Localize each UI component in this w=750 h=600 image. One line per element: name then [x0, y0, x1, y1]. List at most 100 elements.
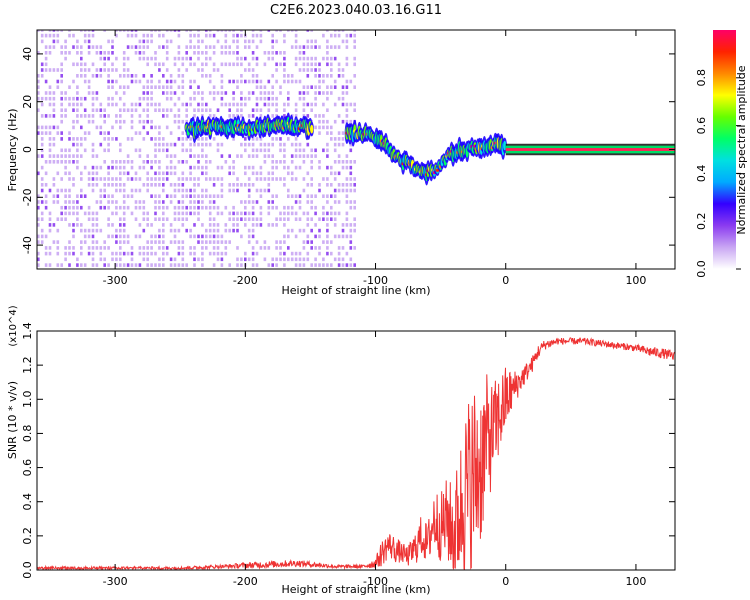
spectrogram-cell	[52, 114, 56, 118]
spectrogram-cell	[240, 62, 243, 67]
spectrogram-cell	[126, 74, 130, 78]
spectrogram-cell	[99, 125, 103, 130]
spectrogram-cell	[138, 114, 142, 118]
y-tick-label: -20	[21, 188, 34, 206]
spectrogram-cell	[107, 114, 110, 118]
spectrogram-cell	[283, 51, 286, 55]
spectrogram-cell	[251, 30, 255, 32]
spectrogram-cell	[158, 200, 161, 204]
spectrogram-cell	[142, 56, 146, 61]
spectrogram-cell	[173, 217, 177, 221]
spectrogram-cell	[263, 154, 267, 158]
spectrogram-cell	[326, 96, 329, 101]
spectrogram-cell	[68, 30, 71, 32]
spectrogram-cell	[107, 131, 110, 135]
spectrogram-cell	[283, 223, 286, 227]
spectrogram-cell	[275, 68, 278, 72]
spectrogram-cell	[154, 137, 157, 141]
spectrogram-cell	[271, 45, 274, 49]
spectrogram-cell	[83, 240, 87, 244]
spectrogram-cell	[197, 165, 200, 170]
spectrogram-cell	[115, 68, 118, 72]
spectrogram-cell	[130, 160, 134, 164]
spectrogram-cell	[177, 108, 181, 112]
spectrogram-cell	[294, 263, 298, 267]
spectrogram-cell	[158, 148, 161, 153]
spectrogram-cell	[255, 217, 259, 221]
spectrogram-cell	[197, 240, 200, 244]
spectrogram-cell	[173, 154, 177, 158]
spectrogram-cell	[52, 30, 56, 32]
spectrogram-cell	[267, 142, 271, 147]
spectrogram-cell	[314, 114, 317, 118]
spectrogram-cell	[181, 148, 185, 153]
spectrogram-cell	[80, 68, 83, 72]
spectrogram-cell	[259, 148, 263, 153]
spectrogram-cell	[345, 194, 349, 198]
spectrogram-cell	[244, 39, 247, 44]
spectrogram-cell	[205, 45, 208, 49]
spectrogram-cell	[76, 108, 79, 112]
spectrogram-cell	[322, 102, 325, 107]
spectrogram-cell	[126, 56, 130, 61]
spectrogram-cell	[185, 51, 188, 55]
spectrogram-cell	[48, 142, 52, 147]
spectrogram-cell	[349, 205, 353, 210]
spectrogram-cell	[37, 91, 40, 95]
spectrogram-cell	[130, 30, 134, 32]
spectrogram-cell	[228, 171, 231, 176]
spectrogram-cell	[294, 154, 298, 158]
spectrogram-cell	[208, 79, 212, 84]
spectrogram-cell	[232, 223, 235, 227]
spectrogram-cell	[165, 91, 169, 95]
spectrogram-cell	[232, 228, 235, 233]
spectrogram-cell	[40, 240, 44, 244]
spectrogram-cell	[134, 33, 138, 38]
spectrogram-cell	[83, 234, 87, 239]
spectrogram-cell	[228, 217, 231, 221]
spectrogram-cell	[306, 257, 310, 262]
spectrogram-cell	[177, 228, 181, 233]
spectrogram-cell	[232, 205, 235, 210]
x-tick-label: 100	[625, 575, 646, 588]
spectrogram-cell	[283, 33, 286, 38]
spectrogram-cell	[103, 114, 106, 118]
spectrogram-cell	[146, 79, 149, 84]
spectrogram-cell	[263, 62, 267, 67]
spectrogram-cell	[228, 183, 231, 187]
spectrogram-cell	[95, 96, 99, 101]
spectrogram-cell	[302, 51, 306, 55]
spectrogram-cell	[56, 39, 60, 44]
spectrogram-cell	[111, 68, 114, 72]
spectrogram-cell	[341, 30, 345, 32]
spectrogram-cell	[142, 217, 146, 221]
spectrogram-cell	[267, 79, 271, 84]
spectrogram-cell	[240, 108, 243, 112]
spectrogram-cell	[287, 246, 290, 250]
spectrogram-cell	[259, 39, 263, 44]
spectrogram-cell	[298, 45, 302, 49]
spectrogram-cell	[208, 108, 212, 112]
spectrogram-cell	[318, 246, 321, 250]
spectrogram-cell	[240, 30, 243, 32]
spectrogram-cell	[267, 30, 271, 32]
spectrogram-cell	[205, 30, 208, 32]
spectrogram-cell	[158, 177, 161, 181]
spectrogram-cell	[177, 30, 181, 32]
spectrogram-cell	[283, 114, 286, 118]
spectrogram-cell	[193, 51, 196, 55]
spectrogram-cell	[177, 74, 181, 78]
spectrogram-cell	[76, 39, 79, 44]
spectrogram-cell	[76, 102, 79, 107]
spectrogram-cell	[302, 62, 306, 67]
spectrogram-cell	[146, 62, 149, 67]
spectrogram-cell	[107, 137, 110, 141]
spectrogram-cell	[173, 56, 177, 61]
spectrogram-cell	[310, 62, 313, 67]
y-tick-label: 20	[21, 95, 34, 109]
spectrogram-cell	[37, 131, 40, 135]
spectrogram-cell	[259, 114, 263, 118]
spectrogram-cell	[37, 205, 40, 210]
spectrogram-cell	[76, 194, 79, 198]
